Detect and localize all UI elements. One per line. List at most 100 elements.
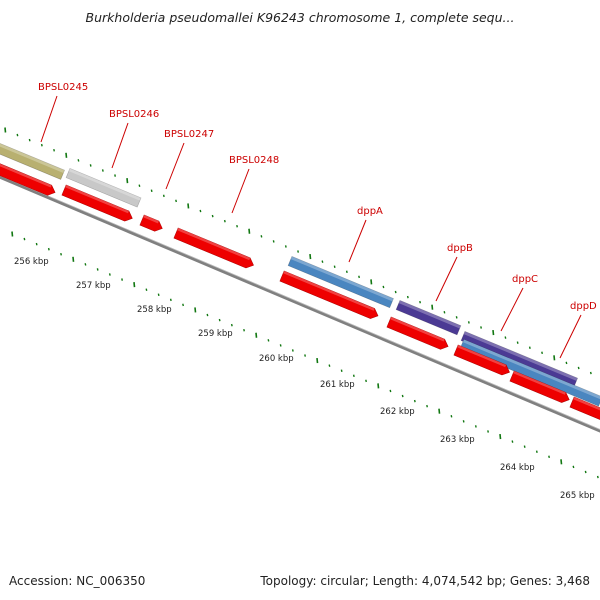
upper-tick xyxy=(65,152,68,158)
gene-block-dppb xyxy=(395,299,462,336)
cds-arrow-dppd-a-shine xyxy=(513,370,566,395)
upper-tick xyxy=(162,194,165,198)
upper-tick xyxy=(492,329,495,336)
upper-tick xyxy=(321,260,324,263)
upper-tick xyxy=(589,371,592,375)
feature-track xyxy=(0,142,600,407)
backbone-line xyxy=(0,175,600,433)
upper-tick xyxy=(516,341,519,344)
cds-arrow-dppa xyxy=(279,270,379,319)
scale-label: 265 kbp xyxy=(560,491,595,501)
backbone-highlight xyxy=(0,175,600,430)
upper-tick xyxy=(4,127,7,133)
cds-arrow-dppb xyxy=(386,316,449,350)
lower-tick xyxy=(11,231,14,237)
cds-arrow-dppd-a-shape xyxy=(509,370,570,403)
gene-label-dppa-leader xyxy=(348,219,367,263)
scale-label: 262 kbp xyxy=(380,407,415,417)
map-title: Burkholderia pseudomallei K96243 chromos… xyxy=(85,10,515,25)
upper-tick xyxy=(553,355,556,361)
backbone-segment xyxy=(0,175,600,433)
lower-tick xyxy=(584,470,587,474)
cds-arrow-dppb-shape xyxy=(386,316,449,350)
lower-tick xyxy=(596,475,599,479)
upper-tick xyxy=(358,275,360,279)
cds-arrow-bpsl0247 xyxy=(139,214,163,232)
lower-tick xyxy=(401,394,404,398)
gene-label-bpsl0246: BPSL0246 xyxy=(109,109,159,120)
upper-tick xyxy=(370,279,373,285)
lower-tick xyxy=(304,354,306,357)
gene-block-bpsl0246-body xyxy=(65,167,142,208)
gene-label-dppb: dppB xyxy=(447,243,473,254)
scale-label: 263 kbp xyxy=(440,435,475,445)
lower-tick xyxy=(413,399,416,403)
lower-tick xyxy=(157,293,160,297)
upper-tick xyxy=(406,295,409,299)
lower-tick-row xyxy=(11,231,599,479)
gene-label-bpsl0247-leader xyxy=(165,142,185,190)
lower-tick xyxy=(255,332,258,338)
upper-tick xyxy=(199,209,202,213)
upper-tick xyxy=(175,199,177,203)
gene-label-dppc-leader xyxy=(500,287,524,332)
lower-tick xyxy=(462,420,465,423)
lower-tick xyxy=(267,339,270,342)
lower-tick xyxy=(548,455,550,459)
lower-tick xyxy=(133,282,136,288)
gene-label-bpsl0248: BPSL0248 xyxy=(229,155,279,166)
lower-tick xyxy=(426,404,428,408)
gene-block-dppd xyxy=(459,338,600,407)
gene-block-dppd-shine xyxy=(462,339,600,400)
lower-tick xyxy=(523,445,526,448)
cds-arrow-dppc-shine xyxy=(457,344,507,368)
gene-block-bpsl0245 xyxy=(0,142,65,180)
lower-tick xyxy=(352,374,355,378)
scale-label: 259 kbp xyxy=(198,329,233,339)
cds-arrow-dppa-shape xyxy=(279,270,379,319)
upper-tick xyxy=(419,300,421,304)
upper-tick xyxy=(394,290,397,294)
gene-labels: BPSL0245 BPSL0246 BPSL0247 BPSL0248 dppA dppB… xyxy=(38,82,597,359)
lower-tick xyxy=(389,389,392,393)
cds-arrow-dppb-shine xyxy=(390,316,445,342)
cds-arrow-bpsl0246 xyxy=(61,184,133,222)
scale-label: 257 kbp xyxy=(76,281,111,291)
upper-tick xyxy=(480,326,482,329)
cds-arrow-bpsl0246-shape xyxy=(61,184,133,222)
gene-label-dppa: dppA xyxy=(357,206,383,217)
upper-tick xyxy=(28,138,31,142)
upper-tick xyxy=(16,133,19,137)
upper-tick xyxy=(89,164,92,167)
lower-tick xyxy=(279,344,282,347)
upper-tick xyxy=(333,265,336,268)
gene-label-bpsl0246-leader xyxy=(111,122,129,169)
gene-block-bpsl0246-shine xyxy=(68,168,142,201)
lower-tick xyxy=(194,307,197,313)
cds-arrow-bpsl0245-shine xyxy=(0,162,52,188)
cds-arrow-bpsl0247-shape xyxy=(139,214,163,232)
upper-tick xyxy=(114,174,116,177)
upper-tick xyxy=(150,189,153,193)
accession-text: Accession: NC_006350 xyxy=(9,574,146,588)
lower-tick xyxy=(572,465,575,469)
upper-tick xyxy=(467,321,470,324)
upper-tick xyxy=(455,316,458,319)
scale-label: 260 kbp xyxy=(259,354,294,364)
cds-arrow-dppd-b-shape xyxy=(569,396,600,421)
gene-label-bpsl0248-leader xyxy=(231,168,250,214)
upper-tick xyxy=(77,159,80,162)
lower-tick xyxy=(365,379,367,383)
lower-tick xyxy=(340,369,343,372)
lower-tick xyxy=(511,440,514,443)
scale-label: 256 kbp xyxy=(14,257,49,267)
upper-tick xyxy=(345,270,348,274)
upper-tick-row xyxy=(4,127,592,375)
gene-block-dppb-shine xyxy=(398,300,461,329)
cds-arrow-dppc-shape xyxy=(453,344,510,376)
upper-tick xyxy=(565,361,568,365)
cds-arrow-bpsl0245-shape xyxy=(0,162,56,196)
lower-tick xyxy=(206,313,209,317)
gene-block-dppb-body xyxy=(395,299,462,336)
cds-arrow-dppd-b xyxy=(569,396,600,421)
